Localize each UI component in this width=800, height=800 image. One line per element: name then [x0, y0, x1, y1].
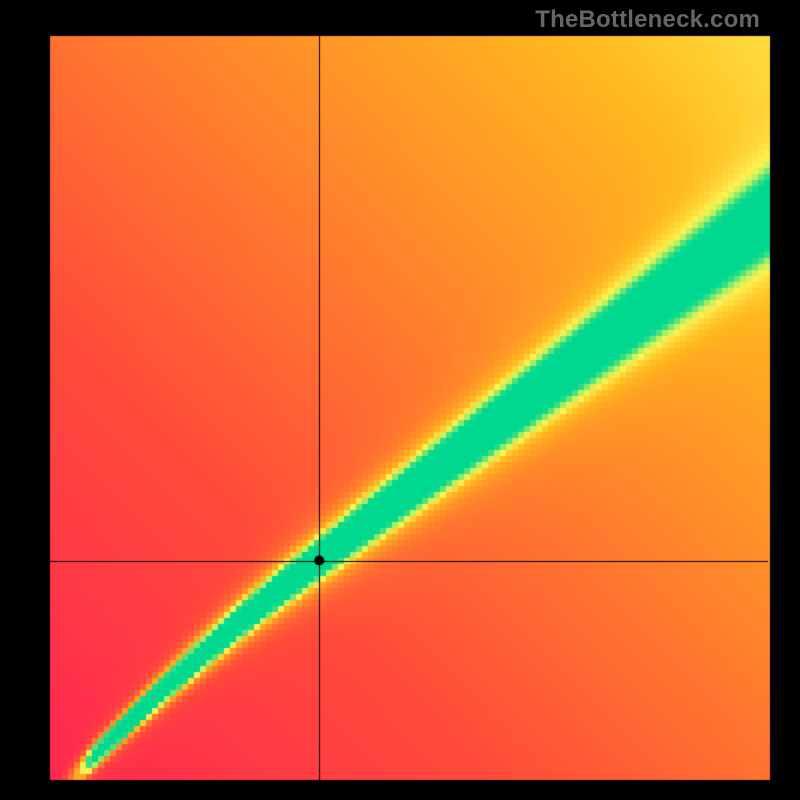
- bottleneck-heatmap: [0, 0, 800, 800]
- chart-container: TheBottleneck.com: [0, 0, 800, 800]
- watermark-text: TheBottleneck.com: [535, 6, 760, 34]
